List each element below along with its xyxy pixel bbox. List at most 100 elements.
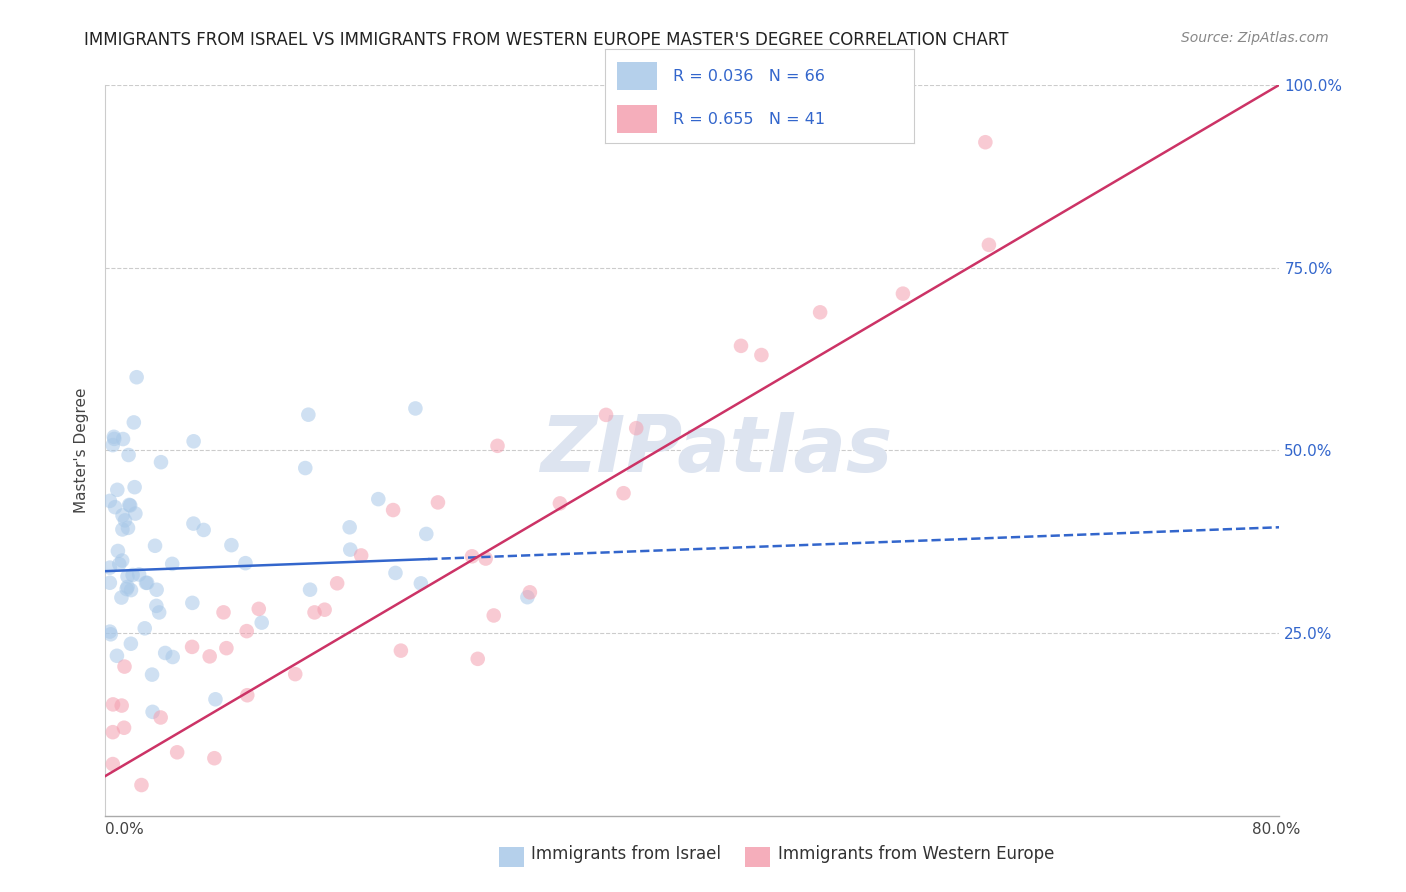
Point (181, 640, 204, 654)
Point (384, 566, 406, 580)
Point (101, 757, 124, 772)
Point (297, 408, 319, 422)
Point (891, 286, 914, 301)
Point (221, 538, 243, 552)
Point (294, 461, 316, 475)
FancyBboxPatch shape (617, 62, 657, 90)
Text: ZIPatlas: ZIPatlas (540, 412, 891, 489)
Point (467, 652, 489, 666)
Point (143, 539, 166, 553)
Point (100, 627, 122, 641)
Point (236, 688, 259, 702)
Point (136, 575, 159, 590)
Text: 0.0%: 0.0% (105, 822, 145, 837)
Point (117, 521, 139, 535)
Point (304, 606, 326, 620)
Text: Immigrants from Israel: Immigrants from Israel (531, 845, 721, 863)
Point (120, 499, 142, 513)
Point (120, 637, 142, 651)
Point (461, 549, 484, 564)
Point (149, 710, 172, 724)
Point (111, 508, 134, 523)
Point (111, 523, 134, 537)
Point (103, 430, 125, 444)
Point (250, 615, 273, 630)
Point (101, 438, 124, 452)
Point (112, 721, 135, 735)
Point (117, 448, 139, 462)
Point (117, 569, 139, 583)
Point (183, 516, 205, 531)
Point (215, 641, 238, 656)
Point (486, 439, 509, 453)
Point (204, 692, 226, 706)
Y-axis label: Master's Degree: Master's Degree (75, 388, 90, 513)
Point (339, 520, 361, 534)
Point (125, 370, 148, 384)
Text: Source: ZipAtlas.com: Source: ZipAtlas.com (1181, 31, 1329, 45)
Point (548, 496, 571, 510)
Point (519, 585, 541, 599)
Point (101, 698, 124, 712)
Point (730, 339, 752, 353)
Point (103, 432, 125, 446)
Point (595, 408, 617, 422)
Point (120, 583, 142, 598)
Point (115, 582, 138, 596)
Point (108, 557, 131, 571)
Point (128, 567, 150, 582)
Point (121, 568, 143, 582)
Point (148, 606, 170, 620)
Point (198, 649, 221, 664)
Point (153, 646, 176, 660)
Point (111, 553, 134, 567)
Text: R = 0.036   N = 66: R = 0.036 N = 66 (672, 69, 824, 84)
Text: Immigrants from Western Europe: Immigrants from Western Europe (778, 845, 1054, 863)
Point (339, 542, 361, 557)
Text: 80.0%: 80.0% (1253, 822, 1301, 837)
Point (114, 513, 136, 527)
Point (415, 527, 437, 541)
Point (98, 624, 121, 639)
Point (114, 659, 136, 673)
Point (474, 551, 496, 566)
Point (145, 599, 167, 613)
Point (110, 591, 132, 605)
Point (105, 648, 128, 663)
Point (247, 602, 270, 616)
Text: IMMIGRANTS FROM ISRAEL VS IMMIGRANTS FROM WESTERN EUROPE MASTER'S DEGREE CORRELA: IMMIGRANTS FROM ISRAEL VS IMMIGRANTS FRO… (84, 31, 1010, 49)
Point (162, 650, 184, 665)
Point (235, 624, 257, 639)
Point (98, 575, 121, 590)
Point (160, 557, 183, 571)
Point (98, 494, 121, 508)
Point (105, 483, 128, 497)
Point (141, 667, 163, 681)
Point (235, 556, 257, 570)
Point (350, 549, 373, 563)
Point (181, 596, 204, 610)
Text: R = 0.655   N = 41: R = 0.655 N = 41 (672, 112, 825, 127)
Point (808, 305, 831, 319)
Point (124, 480, 146, 494)
Point (107, 544, 129, 558)
Point (299, 582, 322, 597)
Point (117, 580, 139, 594)
Point (131, 778, 153, 792)
Point (426, 495, 449, 509)
Point (104, 500, 127, 515)
Point (135, 575, 157, 590)
Point (751, 348, 773, 362)
FancyBboxPatch shape (617, 105, 657, 134)
Point (516, 590, 538, 604)
Point (977, 238, 1000, 252)
Point (389, 643, 412, 657)
Point (98, 560, 121, 574)
Point (166, 745, 188, 759)
Point (142, 705, 165, 719)
Point (314, 603, 336, 617)
Point (149, 455, 172, 469)
Point (404, 401, 426, 416)
Point (212, 605, 235, 619)
Point (612, 486, 634, 500)
